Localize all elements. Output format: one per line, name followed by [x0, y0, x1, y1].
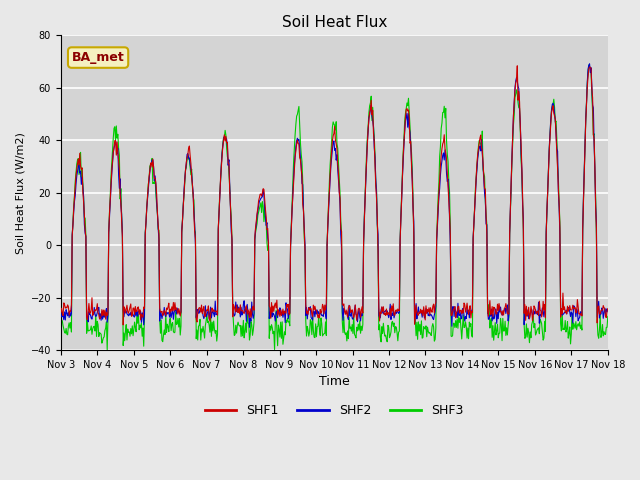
Title: Soil Heat Flux: Soil Heat Flux — [282, 15, 387, 30]
SHF1 — [179, 203, 187, 208]
SHF2 — [604, 307, 612, 312]
SHF3 — [417, 318, 425, 324]
Line: SHF1: SHF1 — [61, 66, 608, 325]
SHF1 — [57, 309, 65, 315]
SHF3 — [209, 319, 216, 325]
SHF3 — [103, 347, 111, 352]
SHF1 — [209, 305, 216, 311]
SHF2 — [417, 309, 425, 315]
SHF3 — [57, 329, 65, 335]
SHF2 — [67, 313, 74, 319]
SHF3 — [585, 62, 593, 68]
SHF2 — [123, 311, 131, 317]
SHF3 — [604, 313, 612, 319]
SHF1 — [417, 310, 425, 316]
SHF2 — [401, 118, 409, 124]
SHF3 — [401, 111, 409, 117]
SHF1 — [513, 63, 521, 69]
SHF2 — [57, 308, 65, 313]
Line: SHF2: SHF2 — [61, 64, 608, 327]
SHF1 — [401, 115, 409, 120]
Y-axis label: Soil Heat Flux (W/m2): Soil Heat Flux (W/m2) — [15, 132, 25, 253]
SHF3 — [67, 320, 74, 325]
SHF2 — [179, 217, 186, 223]
Line: SHF3: SHF3 — [61, 65, 608, 349]
SHF2 — [586, 61, 593, 67]
SHF1 — [124, 309, 132, 315]
X-axis label: Time: Time — [319, 375, 349, 388]
SHF3 — [179, 202, 187, 207]
Legend: SHF1, SHF2, SHF3: SHF1, SHF2, SHF3 — [200, 399, 468, 422]
SHF1 — [67, 309, 74, 314]
SHF1 — [604, 306, 612, 312]
SHF2 — [207, 315, 215, 321]
SHF3 — [124, 326, 132, 332]
SHF2 — [246, 324, 253, 330]
Text: BA_met: BA_met — [72, 51, 124, 64]
SHF1 — [119, 322, 127, 328]
